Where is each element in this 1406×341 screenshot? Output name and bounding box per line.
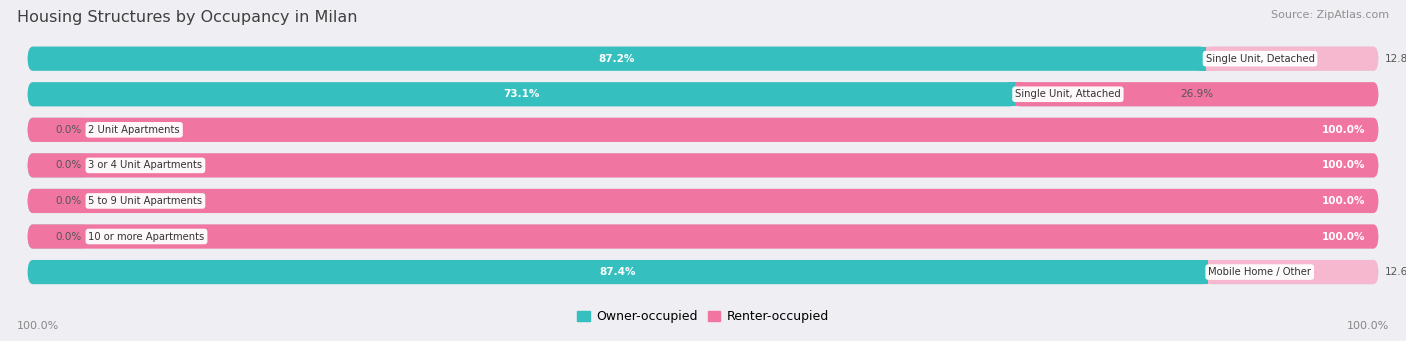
Text: 100.0%: 100.0% <box>1322 160 1365 170</box>
Text: 87.2%: 87.2% <box>599 54 634 64</box>
FancyBboxPatch shape <box>28 189 1378 213</box>
Text: Housing Structures by Occupancy in Milan: Housing Structures by Occupancy in Milan <box>17 10 357 25</box>
FancyBboxPatch shape <box>28 118 89 142</box>
Text: 100.0%: 100.0% <box>1322 232 1365 241</box>
FancyBboxPatch shape <box>28 260 1378 284</box>
FancyBboxPatch shape <box>28 118 1378 142</box>
FancyBboxPatch shape <box>1015 82 1378 106</box>
Text: 3 or 4 Unit Apartments: 3 or 4 Unit Apartments <box>89 160 202 170</box>
Text: 12.8%: 12.8% <box>1385 54 1406 64</box>
FancyBboxPatch shape <box>28 153 1378 177</box>
Text: Source: ZipAtlas.com: Source: ZipAtlas.com <box>1271 10 1389 20</box>
FancyBboxPatch shape <box>28 189 89 213</box>
FancyBboxPatch shape <box>1205 47 1378 71</box>
FancyBboxPatch shape <box>1202 260 1208 284</box>
Text: 100.0%: 100.0% <box>17 321 59 331</box>
Text: 12.6%: 12.6% <box>1385 267 1406 277</box>
Text: 5 to 9 Unit Apartments: 5 to 9 Unit Apartments <box>89 196 202 206</box>
Text: 73.1%: 73.1% <box>503 89 540 99</box>
FancyBboxPatch shape <box>28 47 1378 71</box>
Text: 100.0%: 100.0% <box>1347 321 1389 331</box>
FancyBboxPatch shape <box>28 224 89 249</box>
FancyBboxPatch shape <box>1015 82 1022 106</box>
FancyBboxPatch shape <box>1208 260 1378 284</box>
Legend: Owner-occupied, Renter-occupied: Owner-occupied, Renter-occupied <box>572 306 834 328</box>
FancyBboxPatch shape <box>28 82 1015 106</box>
FancyBboxPatch shape <box>28 82 1378 106</box>
FancyBboxPatch shape <box>28 47 1205 71</box>
Text: 0.0%: 0.0% <box>55 160 82 170</box>
FancyBboxPatch shape <box>1008 82 1015 106</box>
Text: 10 or more Apartments: 10 or more Apartments <box>89 232 205 241</box>
FancyBboxPatch shape <box>1208 260 1215 284</box>
FancyBboxPatch shape <box>28 224 1378 249</box>
Text: 87.4%: 87.4% <box>599 267 636 277</box>
FancyBboxPatch shape <box>28 260 1208 284</box>
Text: 0.0%: 0.0% <box>55 232 82 241</box>
Text: 2 Unit Apartments: 2 Unit Apartments <box>89 125 180 135</box>
FancyBboxPatch shape <box>28 153 89 177</box>
Text: Single Unit, Attached: Single Unit, Attached <box>1015 89 1121 99</box>
FancyBboxPatch shape <box>28 118 1378 142</box>
Text: 0.0%: 0.0% <box>55 125 82 135</box>
FancyBboxPatch shape <box>1205 47 1212 71</box>
Text: 26.9%: 26.9% <box>1180 89 1213 99</box>
FancyBboxPatch shape <box>1199 47 1205 71</box>
Text: 100.0%: 100.0% <box>1322 196 1365 206</box>
FancyBboxPatch shape <box>28 189 1378 213</box>
FancyBboxPatch shape <box>28 224 1378 249</box>
Text: 100.0%: 100.0% <box>1322 125 1365 135</box>
Text: Single Unit, Detached: Single Unit, Detached <box>1205 54 1315 64</box>
Text: 0.0%: 0.0% <box>55 196 82 206</box>
Text: Mobile Home / Other: Mobile Home / Other <box>1208 267 1312 277</box>
FancyBboxPatch shape <box>28 153 1378 177</box>
